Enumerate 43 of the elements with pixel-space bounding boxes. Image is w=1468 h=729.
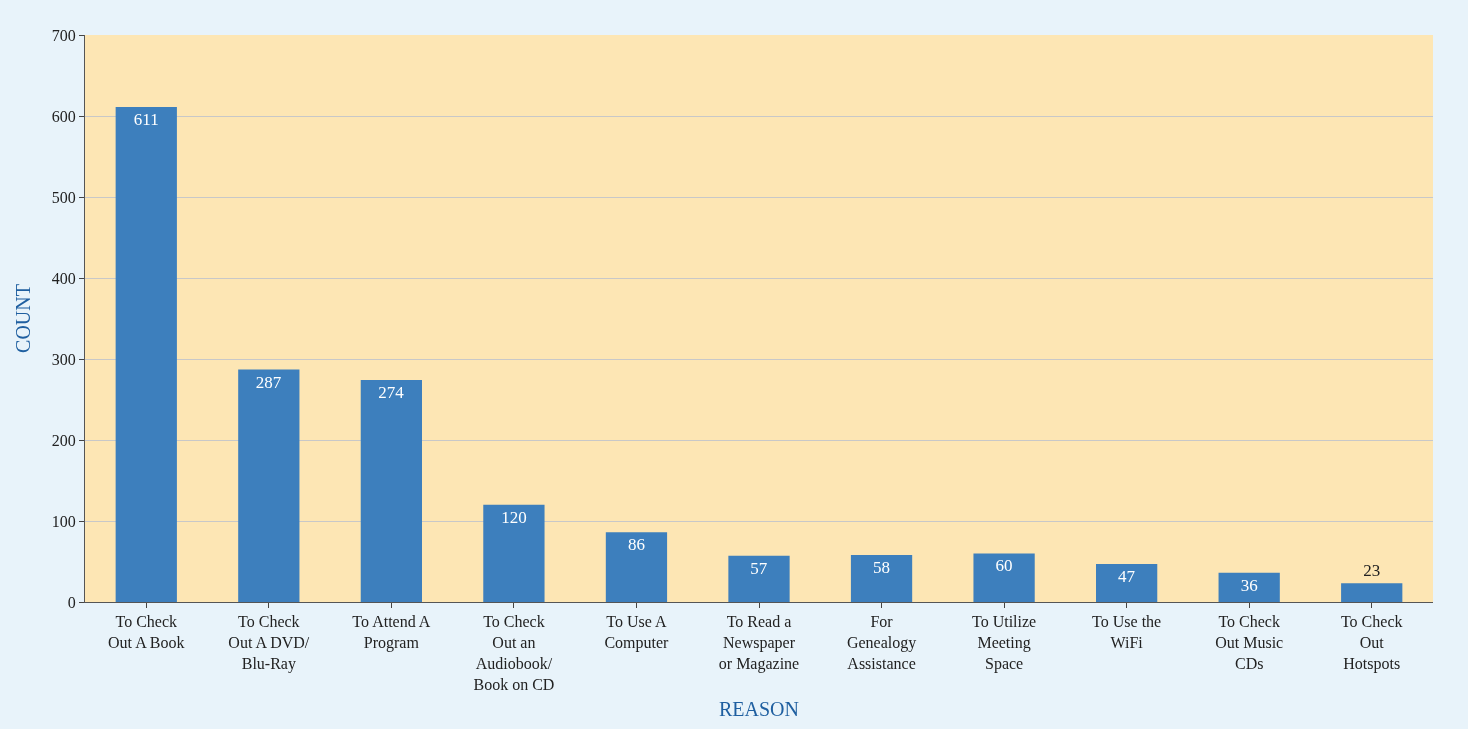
- bar: [115, 107, 177, 602]
- x-tick-label: To Use A Computer: [604, 613, 670, 652]
- bar: [1341, 583, 1403, 602]
- bar: [360, 380, 422, 602]
- y-tick-label: 400: [51, 269, 76, 287]
- data-label: 47: [1117, 566, 1136, 586]
- x-tick-label: To Utilize Meeting Space: [971, 613, 1037, 673]
- data-label: 120: [501, 507, 527, 527]
- bar: [728, 555, 790, 602]
- data-label: 274: [378, 383, 405, 403]
- bar: [973, 553, 1035, 602]
- y-tick-label: 600: [51, 107, 76, 125]
- x-tick-label: To Check Out A DVD/ Blu-Ray: [228, 613, 310, 673]
- data-label: 58: [873, 558, 891, 578]
- y-tick-label: 700: [51, 26, 76, 44]
- x-tick-label: To Check Out A Book: [108, 613, 185, 651]
- bar: [605, 532, 668, 602]
- data-label: 60: [995, 556, 1013, 576]
- bar: [1096, 563, 1158, 602]
- x-tick-label: To Use the WiFi: [1092, 613, 1162, 651]
- y-tick-label: 500: [51, 188, 76, 206]
- y-tick-label: 300: [51, 350, 76, 368]
- y-axis-title: COUNT: [12, 284, 35, 353]
- y-tick-label: 100: [51, 512, 76, 530]
- x-tick-label: To Check Out an Audiobook/ Book on CD: [473, 613, 555, 693]
- bar: [850, 555, 913, 602]
- x-tick-label: To Check Out Hotspots: [1340, 613, 1403, 673]
- x-tick-label: To Check Out Music CDs: [1215, 613, 1284, 672]
- y-tick-label: 0: [67, 593, 76, 611]
- x-tick-label: To Read a Newspaper or Magazine: [718, 613, 800, 673]
- data-label: 57: [750, 558, 768, 578]
- y-tick-label: 200: [51, 431, 76, 449]
- x-tick-label: For Genealogy Assistance: [846, 613, 917, 672]
- bar: [238, 369, 300, 602]
- data-label: 287: [255, 372, 282, 392]
- data-label: 36: [1240, 575, 1258, 595]
- x-tick-label: To Attend A Program: [352, 613, 431, 652]
- bar: [1218, 572, 1280, 602]
- data-label: 86: [627, 535, 645, 555]
- bar: [483, 504, 545, 602]
- data-label: 611: [133, 110, 159, 130]
- data-label: 23: [1363, 561, 1381, 581]
- x-axis-title: REASON: [718, 698, 800, 721]
